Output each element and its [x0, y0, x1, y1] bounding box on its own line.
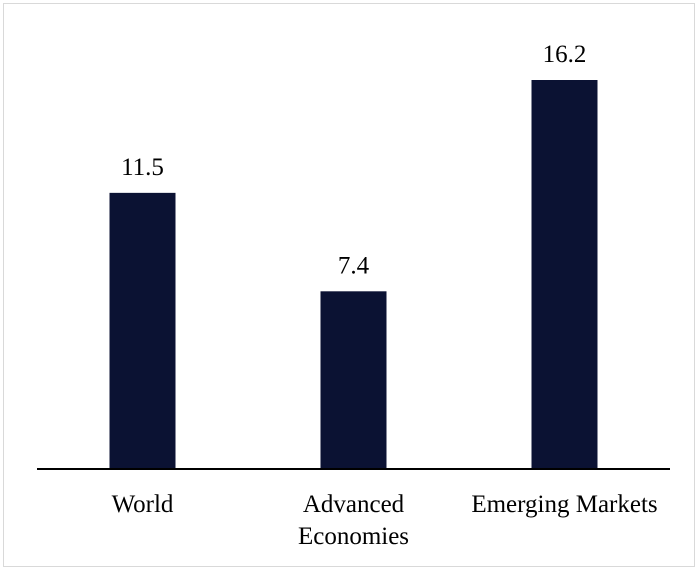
bar-value-label: 16.2 [543, 41, 587, 68]
category-label-line: Economies [298, 523, 409, 550]
category-label-line: World [112, 491, 174, 518]
category-label: World [112, 491, 174, 518]
category-label-line: Emerging Markets [471, 491, 657, 518]
bar [320, 291, 387, 469]
category-label-line: Advanced [303, 491, 405, 518]
category-label: Emerging Markets [471, 491, 657, 518]
bar-value-label: 11.5 [121, 154, 164, 181]
bar [109, 192, 176, 469]
bars-group [109, 80, 598, 469]
category-labels-group: World Advanced Economies Emerging Markets [112, 491, 658, 550]
value-labels-group: 11.5 7.4 16.2 [121, 41, 586, 279]
category-label: Advanced Economies [298, 491, 409, 550]
bar [531, 80, 598, 469]
bar-value-label: 7.4 [338, 252, 370, 279]
